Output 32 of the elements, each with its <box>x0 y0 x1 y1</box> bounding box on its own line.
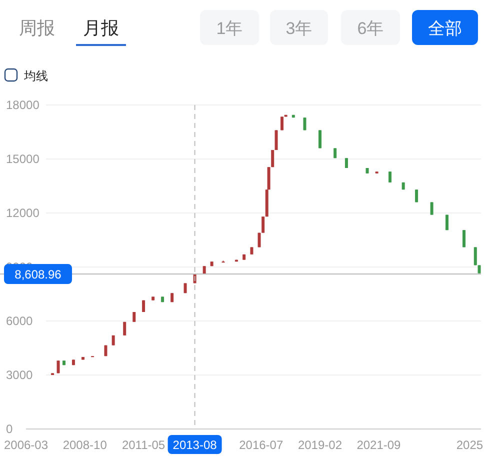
x-tick-label: 2008-10 <box>62 438 108 452</box>
range-button: 1年 <box>200 10 259 45</box>
candlestick <box>271 150 274 168</box>
text: 均线 <box>23 69 48 83</box>
range-button: 3年 <box>270 10 328 45</box>
range-button: 6年 <box>341 10 400 45</box>
y-tick-label: 3000 <box>6 368 34 382</box>
y-tick-label: 6000 <box>6 314 34 328</box>
candlestick <box>132 312 136 322</box>
candlestick <box>474 246 477 266</box>
y-tick-label: 0 <box>6 422 13 436</box>
candlestick <box>262 216 265 234</box>
text: 周报 <box>19 18 55 38</box>
x-tick-label: 2025 <box>456 438 484 452</box>
text: 月报 <box>83 18 119 38</box>
candlestick <box>430 202 434 216</box>
x-tick-label: 2016-07 <box>239 438 284 452</box>
candlestick <box>303 117 306 131</box>
candlestick <box>274 130 278 150</box>
x-tick-label: 2006-03 <box>4 438 48 452</box>
ref-line-label: 8,608.96 <box>14 268 62 282</box>
x-tick-label: 2011-05 <box>122 438 166 452</box>
y-tick-label: 15000 <box>6 152 40 166</box>
range-button: 全部 <box>412 10 478 45</box>
candlestick <box>415 189 418 203</box>
candlestick <box>123 321 126 336</box>
y-tick-label: 12000 <box>6 206 40 220</box>
ref-line-label: 2013-08 <box>172 438 218 452</box>
candlestick <box>56 360 60 374</box>
y-tick-label: 18000 <box>6 98 40 112</box>
x-tick-label: 2019-02 <box>298 438 342 452</box>
x-tick-label: 2021-09 <box>356 438 402 452</box>
